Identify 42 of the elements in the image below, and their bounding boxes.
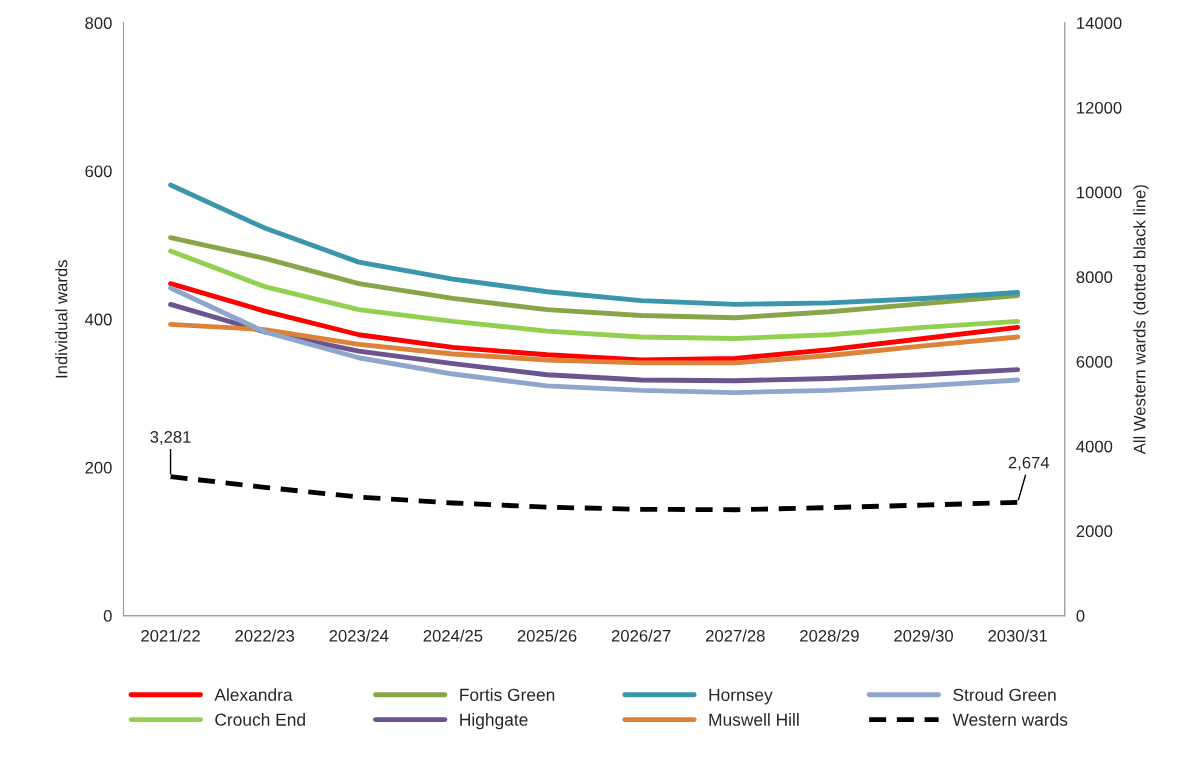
x-tick-label: 2027/28 xyxy=(706,629,765,642)
line-series xyxy=(168,321,1021,366)
y-tick-label: 600 xyxy=(85,165,112,178)
y2-tick-label: 12000 xyxy=(1077,101,1122,114)
x-tick-label: 2029/30 xyxy=(894,629,953,642)
y2-tick-label: 0 xyxy=(1076,610,1085,622)
legend-label: Highgate xyxy=(460,713,528,730)
x-tick-label: 2025/26 xyxy=(517,629,577,642)
y-tick-label: 400 xyxy=(84,313,112,326)
y-tick-label: 0 xyxy=(103,610,112,622)
legend-label: Alexandra xyxy=(214,688,293,701)
y-tick-label: 200 xyxy=(85,461,112,474)
legend-label: Western wards xyxy=(952,713,1068,726)
y2-tick-label: 8000 xyxy=(1076,271,1113,284)
y2-tick-label: 14000 xyxy=(1077,17,1122,29)
y2-tick-label: 10000 xyxy=(1077,186,1122,199)
y2-tick-label: 4000 xyxy=(1076,440,1113,453)
x-tick-label: 2021/22 xyxy=(141,629,200,642)
data-label: 2,674 xyxy=(1008,456,1050,471)
line-series xyxy=(168,182,1021,307)
x-tick-label: 2023/24 xyxy=(329,629,389,642)
x-tick-label: 2022/23 xyxy=(235,629,295,642)
x-tick-label: 2028/29 xyxy=(800,629,859,642)
x-tick-label: 2026/27 xyxy=(611,629,671,642)
legend-label: Muswell Hill xyxy=(709,713,799,726)
line-series xyxy=(168,281,1021,363)
y2-axis-title: All Western wards (dotted black line) xyxy=(1133,185,1149,455)
y2-tick-label: 6000 xyxy=(1076,355,1113,368)
legend-label: Fortis Green xyxy=(460,688,555,701)
line-series xyxy=(168,235,1021,321)
x-tick-label: 2030/31 xyxy=(988,629,1047,642)
legend-label: Stroud Green xyxy=(953,688,1056,701)
legend-label: Crouch End xyxy=(215,713,305,726)
line-series xyxy=(168,301,1021,384)
y2-tick-label: 2000 xyxy=(1076,525,1113,538)
line-series xyxy=(168,248,1021,341)
line-series xyxy=(168,285,1021,395)
data-label: 3,281 xyxy=(150,431,191,445)
x-tick-label: 2024/25 xyxy=(423,629,483,642)
legend-label: Hornsey xyxy=(709,688,773,705)
y-tick-label: 800 xyxy=(85,17,112,29)
y-axis-title: Individual wards xyxy=(55,260,68,378)
